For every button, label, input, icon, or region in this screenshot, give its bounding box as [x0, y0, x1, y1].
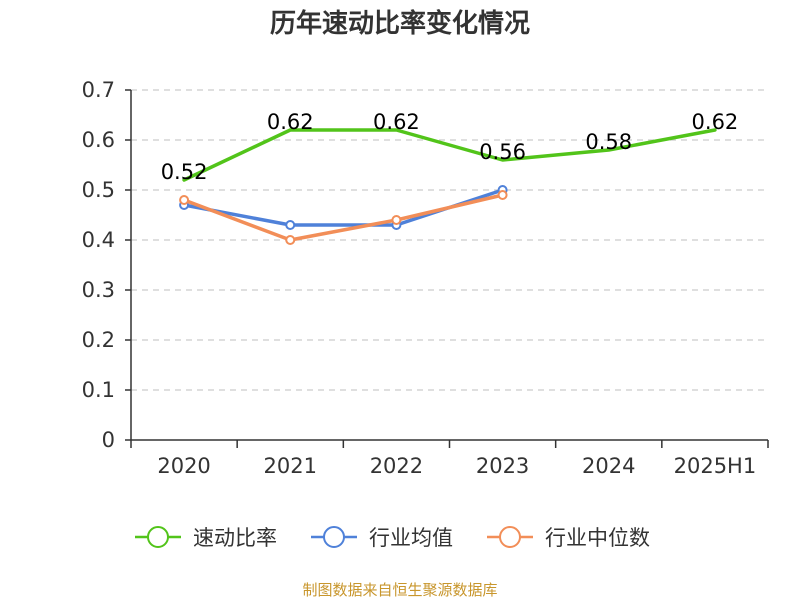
series-lines [179, 128, 717, 245]
y-tick-label: 0.1 [82, 378, 115, 402]
data-label: 0.62 [692, 110, 739, 134]
data-label: 0.58 [585, 130, 632, 154]
data-point [391, 215, 402, 225]
data-label: 0.56 [479, 140, 526, 164]
y-tick-label: 0.3 [82, 278, 115, 302]
legend-marker [147, 526, 169, 548]
legend-label: 行业中位数 [545, 526, 650, 550]
x-tick-label: 2023 [476, 454, 529, 478]
data-point [179, 195, 190, 205]
data-labels: 0.52 0.62 0.62 0.56 0.58 0.62 [161, 110, 739, 184]
y-tick-label: 0.6 [82, 128, 115, 152]
y-tick-label: 0 [102, 428, 115, 452]
y-tick-label: 0.5 [82, 178, 115, 202]
series-line [182, 193, 505, 242]
source-note: 制图数据来自恒生聚源数据库 [302, 581, 497, 599]
legend-marker [323, 526, 345, 548]
data-label: 0.52 [161, 160, 208, 184]
grid-lines [131, 89, 768, 391]
data-point [285, 235, 296, 245]
x-tick-label: 2020 [157, 454, 210, 478]
series-line [182, 128, 717, 182]
legend-marker [499, 526, 521, 548]
axes: 0 0.1 0.2 0.3 0.4 0.5 0.6 0.7 2020 2021 2022 2023 20… [82, 78, 769, 478]
x-tick-label: 2021 [264, 454, 317, 478]
legend-label: 行业均值 [369, 526, 453, 550]
x-tick-label: 2025H1 [674, 454, 757, 478]
y-tick-label: 0.4 [82, 228, 115, 252]
y-tick-label: 0.2 [82, 328, 115, 352]
data-point [285, 220, 296, 230]
legend-label: 速动比率 [193, 526, 277, 550]
x-tick-label: 2022 [370, 454, 423, 478]
x-tick-label: 2024 [582, 454, 635, 478]
data-label: 0.62 [267, 110, 314, 134]
data-point [497, 190, 508, 200]
data-label: 0.62 [373, 110, 420, 134]
legend-item[interactable]: 行业均值 [311, 526, 453, 550]
y-tick-label: 0.7 [82, 78, 115, 102]
legend-item[interactable]: 速动比率 [135, 526, 277, 550]
chart-title: 历年速动比率变化情况 [270, 8, 530, 39]
legend[interactable]: 速动比率 行业均值 行业中位数 [135, 526, 650, 550]
legend-item[interactable]: 行业中位数 [487, 526, 650, 550]
